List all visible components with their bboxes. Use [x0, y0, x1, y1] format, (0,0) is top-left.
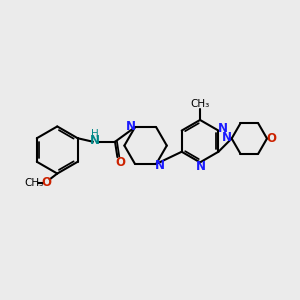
Text: N: N — [126, 119, 136, 133]
Text: N: N — [196, 160, 206, 173]
Text: N: N — [222, 131, 232, 144]
Text: CH₃: CH₃ — [190, 99, 210, 109]
Text: N: N — [218, 122, 228, 135]
Text: O: O — [115, 156, 125, 169]
Text: CH₃: CH₃ — [24, 178, 43, 188]
Text: N: N — [90, 134, 100, 147]
Text: H: H — [92, 129, 99, 139]
Text: O: O — [267, 132, 277, 145]
Text: O: O — [41, 176, 51, 190]
Text: N: N — [155, 159, 165, 172]
